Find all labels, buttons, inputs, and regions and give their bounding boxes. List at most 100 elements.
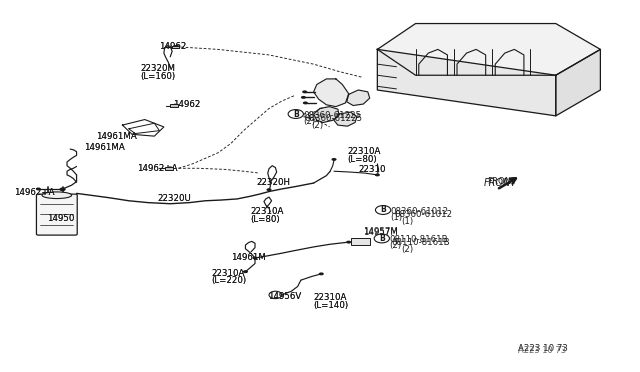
Circle shape [173, 45, 180, 49]
Text: 14957M: 14957M [364, 227, 398, 235]
Text: (L=160): (L=160) [140, 72, 175, 81]
Circle shape [266, 188, 271, 191]
Text: 08360-61012: 08360-61012 [391, 207, 449, 216]
Text: 22320U: 22320U [157, 194, 191, 203]
Circle shape [351, 93, 366, 102]
Text: A223 10 73: A223 10 73 [518, 344, 568, 353]
Text: B: B [379, 234, 385, 243]
Polygon shape [378, 49, 556, 116]
Text: 08360-61225: 08360-61225 [305, 114, 363, 123]
Circle shape [374, 234, 390, 243]
Text: 14962: 14962 [173, 100, 201, 109]
Text: 14962+A: 14962+A [137, 164, 178, 173]
Text: 14956V: 14956V [268, 292, 301, 301]
Text: 22310A: 22310A [250, 207, 284, 217]
Text: 22320M: 22320M [140, 64, 175, 73]
Text: (L=220): (L=220) [212, 276, 247, 285]
Circle shape [376, 206, 391, 214]
Text: 22310A: 22310A [348, 147, 381, 156]
Text: 22310A: 22310A [314, 294, 347, 302]
Text: 14962: 14962 [159, 42, 187, 51]
Circle shape [301, 96, 306, 99]
Circle shape [60, 187, 66, 191]
Circle shape [319, 272, 324, 275]
Circle shape [252, 257, 257, 260]
Text: (1): (1) [401, 217, 413, 226]
Text: (L=80): (L=80) [348, 154, 377, 164]
Circle shape [303, 102, 308, 105]
Text: 14962+A: 14962+A [137, 164, 178, 173]
Text: 14950: 14950 [47, 214, 75, 222]
Circle shape [338, 115, 353, 124]
Text: 22320H: 22320H [256, 178, 291, 187]
Text: (L=140): (L=140) [314, 301, 349, 310]
FancyBboxPatch shape [36, 194, 77, 235]
Text: 14950: 14950 [47, 214, 75, 222]
Circle shape [317, 110, 336, 121]
Ellipse shape [42, 192, 72, 199]
Text: 22310A: 22310A [348, 147, 381, 156]
Text: 14961M: 14961M [231, 253, 266, 263]
Polygon shape [314, 79, 349, 107]
Circle shape [316, 84, 344, 101]
Circle shape [332, 158, 337, 161]
Text: A223 10 73: A223 10 73 [518, 346, 566, 355]
Text: 14962+A: 14962+A [14, 188, 54, 197]
Text: (L=80): (L=80) [348, 154, 377, 164]
Text: 14962+A: 14962+A [14, 188, 54, 197]
Text: 22320U: 22320U [157, 194, 191, 203]
Text: 22310: 22310 [358, 165, 386, 174]
Circle shape [346, 241, 351, 244]
Text: B: B [293, 109, 299, 119]
Text: 22310A: 22310A [314, 294, 347, 302]
Text: (2): (2) [401, 245, 413, 254]
Bar [170, 104, 178, 107]
Text: 14961MA: 14961MA [96, 132, 136, 141]
Circle shape [288, 110, 303, 118]
Circle shape [167, 166, 173, 170]
Text: 22310A: 22310A [212, 269, 245, 278]
Text: (2): (2) [303, 117, 316, 126]
Circle shape [324, 89, 337, 96]
Text: 08110-8161B: 08110-8161B [392, 238, 450, 247]
Text: B: B [380, 205, 386, 215]
Text: 22320H: 22320H [256, 178, 291, 187]
Text: 08360-61012: 08360-61012 [394, 210, 452, 219]
Text: (L=160): (L=160) [140, 72, 175, 81]
Text: 22310A: 22310A [212, 269, 245, 278]
Bar [172, 45, 179, 48]
Text: (L=80): (L=80) [250, 215, 280, 224]
Polygon shape [314, 107, 339, 122]
Circle shape [36, 187, 41, 190]
Text: FRONT: FRONT [487, 177, 516, 186]
Text: 14961M: 14961M [231, 253, 266, 263]
Circle shape [243, 270, 248, 273]
Bar [351, 238, 370, 245]
Text: 08110-8161B: 08110-8161B [390, 235, 448, 244]
Text: (L=220): (L=220) [212, 276, 247, 285]
Text: (1): (1) [391, 213, 403, 222]
Text: 22310: 22310 [358, 165, 386, 174]
Polygon shape [556, 49, 600, 116]
Text: (2): (2) [390, 241, 401, 250]
Text: (L=140): (L=140) [314, 301, 349, 310]
Circle shape [269, 291, 282, 299]
Text: 22320M: 22320M [140, 64, 175, 73]
Polygon shape [334, 112, 357, 126]
Bar [165, 167, 173, 170]
Polygon shape [347, 90, 370, 106]
Text: 14956V: 14956V [268, 292, 301, 301]
Circle shape [172, 104, 179, 108]
Circle shape [302, 90, 307, 93]
Text: 14961MA: 14961MA [84, 143, 125, 152]
Text: 14962: 14962 [159, 42, 187, 51]
Text: 22310A: 22310A [250, 207, 284, 217]
Circle shape [375, 173, 380, 176]
Text: 14962: 14962 [173, 100, 201, 109]
Text: (L=80): (L=80) [250, 215, 280, 224]
Text: FRONT: FRONT [484, 178, 517, 188]
Polygon shape [378, 23, 600, 75]
Text: 14961MA: 14961MA [96, 132, 136, 141]
Text: 14957M: 14957M [364, 228, 398, 237]
Text: (2): (2) [312, 121, 324, 130]
